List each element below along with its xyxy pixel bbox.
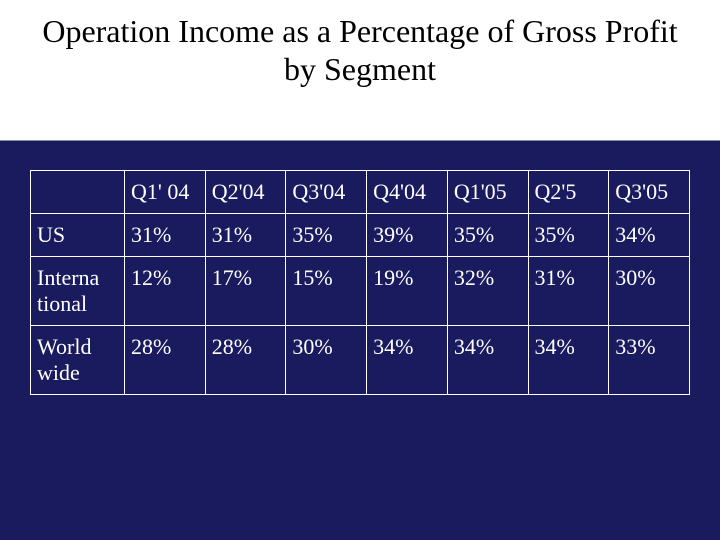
data-cell: 35% [528, 214, 609, 257]
page-title: Operation Income as a Percentage of Gros… [0, 0, 720, 89]
header-cell: Q3'04 [286, 171, 367, 214]
slide: Operation Income as a Percentage of Gros… [0, 0, 720, 540]
data-cell: 39% [367, 214, 448, 257]
data-cell: 30% [286, 326, 367, 395]
data-table-wrap: Q1' 04 Q2'04 Q3'04 Q4'04 Q1'05 Q2'5 Q3'0… [30, 170, 690, 395]
data-cell: 34% [528, 326, 609, 395]
data-cell: 35% [286, 214, 367, 257]
data-cell: 28% [125, 326, 206, 395]
header-cell: Q1'05 [447, 171, 528, 214]
data-cell: 31% [125, 214, 206, 257]
data-cell: 34% [609, 214, 690, 257]
table-row: World wide 28% 28% 30% 34% 34% 34% 33% [31, 326, 690, 395]
header-cell: Q2'04 [205, 171, 286, 214]
data-cell: 19% [367, 257, 448, 326]
data-cell: 12% [125, 257, 206, 326]
data-cell: 30% [609, 257, 690, 326]
table-header-row: Q1' 04 Q2'04 Q3'04 Q4'04 Q1'05 Q2'5 Q3'0… [31, 171, 690, 214]
header-cell: Q1' 04 [125, 171, 206, 214]
table-row: US 31% 31% 35% 39% 35% 35% 34% [31, 214, 690, 257]
header-cell: Q2'5 [528, 171, 609, 214]
row-label: World wide [31, 326, 125, 395]
header-cell [31, 171, 125, 214]
data-cell: 31% [205, 214, 286, 257]
data-cell: 15% [286, 257, 367, 326]
data-table: Q1' 04 Q2'04 Q3'04 Q4'04 Q1'05 Q2'5 Q3'0… [30, 170, 690, 395]
header-cell: Q3'05 [609, 171, 690, 214]
data-cell: 28% [205, 326, 286, 395]
data-cell: 31% [528, 257, 609, 326]
row-label: US [31, 214, 125, 257]
data-cell: 35% [447, 214, 528, 257]
data-cell: 32% [447, 257, 528, 326]
data-cell: 33% [609, 326, 690, 395]
row-label: Interna tional [31, 257, 125, 326]
data-cell: 34% [367, 326, 448, 395]
table-row: Interna tional 12% 17% 15% 19% 32% 31% 3… [31, 257, 690, 326]
data-cell: 34% [447, 326, 528, 395]
header-cell: Q4'04 [367, 171, 448, 214]
data-cell: 17% [205, 257, 286, 326]
